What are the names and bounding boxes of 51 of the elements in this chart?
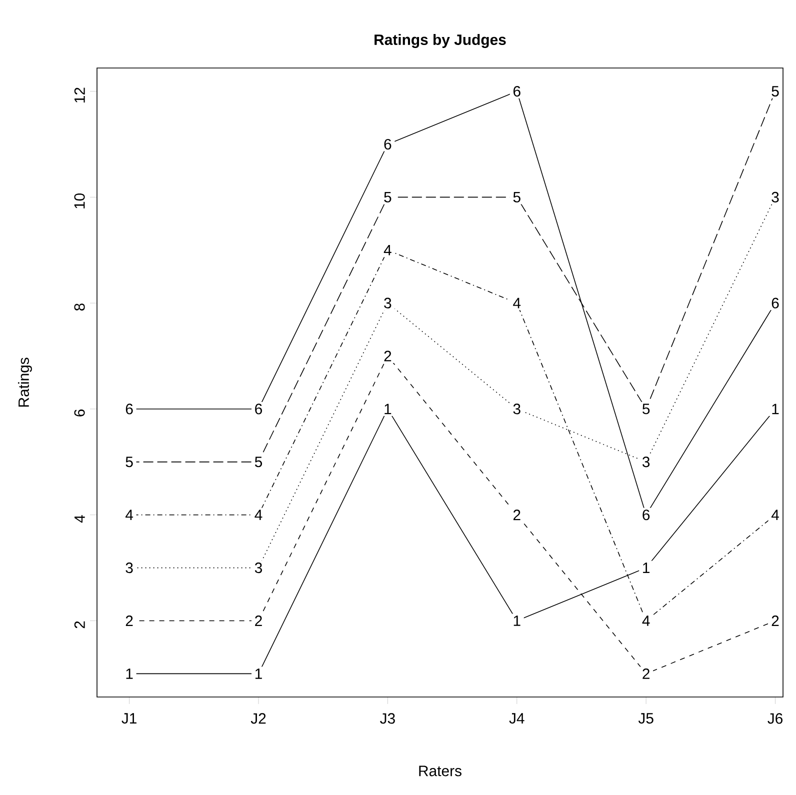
text: 1 bbox=[255, 668, 262, 679]
text: 5 bbox=[126, 456, 133, 468]
text: 2 bbox=[772, 616, 779, 626]
text: 3 bbox=[772, 192, 779, 202]
text: 6 bbox=[513, 86, 520, 97]
text: 3 bbox=[513, 404, 520, 414]
text: 2 bbox=[513, 510, 520, 520]
series-label: 1 bbox=[126, 668, 133, 679]
series-label: 2 bbox=[255, 616, 262, 626]
x-tick-label: J5 bbox=[638, 713, 654, 724]
text: 4 bbox=[254, 510, 262, 520]
series-label: 6 bbox=[126, 404, 133, 414]
y-tick-label: 12 bbox=[74, 88, 85, 102]
x-tick-label: J3 bbox=[380, 713, 395, 724]
text: 3 bbox=[254, 562, 262, 574]
text: 5 bbox=[254, 456, 262, 468]
text: 2 bbox=[642, 668, 650, 679]
y-tick-label: 4 bbox=[74, 515, 85, 523]
text: 1 bbox=[643, 562, 650, 573]
text: 5 bbox=[772, 86, 779, 96]
x-tick-label: J6 bbox=[768, 713, 782, 724]
series-label: 5 bbox=[384, 192, 392, 202]
text: 6 bbox=[255, 404, 262, 414]
x-tick-label: J2 bbox=[250, 713, 266, 724]
series-label: 3 bbox=[126, 562, 133, 574]
text: 3 bbox=[384, 298, 392, 308]
text: 5 bbox=[513, 192, 520, 202]
x-axis-title: Raters bbox=[419, 766, 462, 776]
text: 4 bbox=[771, 510, 779, 520]
x-tick-label: J4 bbox=[509, 713, 524, 724]
text: 4 bbox=[513, 298, 521, 308]
series-label: 4 bbox=[125, 510, 134, 520]
text: 4 bbox=[642, 616, 650, 626]
text: 3 bbox=[642, 456, 650, 468]
text: 6 bbox=[772, 298, 779, 308]
chart-title: Ratings by Judges bbox=[374, 34, 506, 48]
text: 1 bbox=[384, 404, 392, 414]
text: 6 bbox=[642, 510, 650, 520]
text: 2 bbox=[384, 350, 392, 362]
y-tick-label: 8 bbox=[74, 304, 85, 311]
text: 4 bbox=[384, 244, 392, 256]
text: 1 bbox=[514, 616, 520, 626]
text: 2 bbox=[126, 616, 133, 626]
y-tick-label: 2 bbox=[74, 621, 85, 628]
text: 5 bbox=[642, 404, 650, 414]
x-tick-label: J1 bbox=[122, 713, 136, 724]
text: 1 bbox=[772, 404, 779, 414]
y-axis-title: Ratings bbox=[18, 358, 32, 407]
y-tick-label: 10 bbox=[74, 193, 85, 208]
y-tick-label: 6 bbox=[74, 409, 85, 416]
text: 6 bbox=[384, 138, 392, 150]
